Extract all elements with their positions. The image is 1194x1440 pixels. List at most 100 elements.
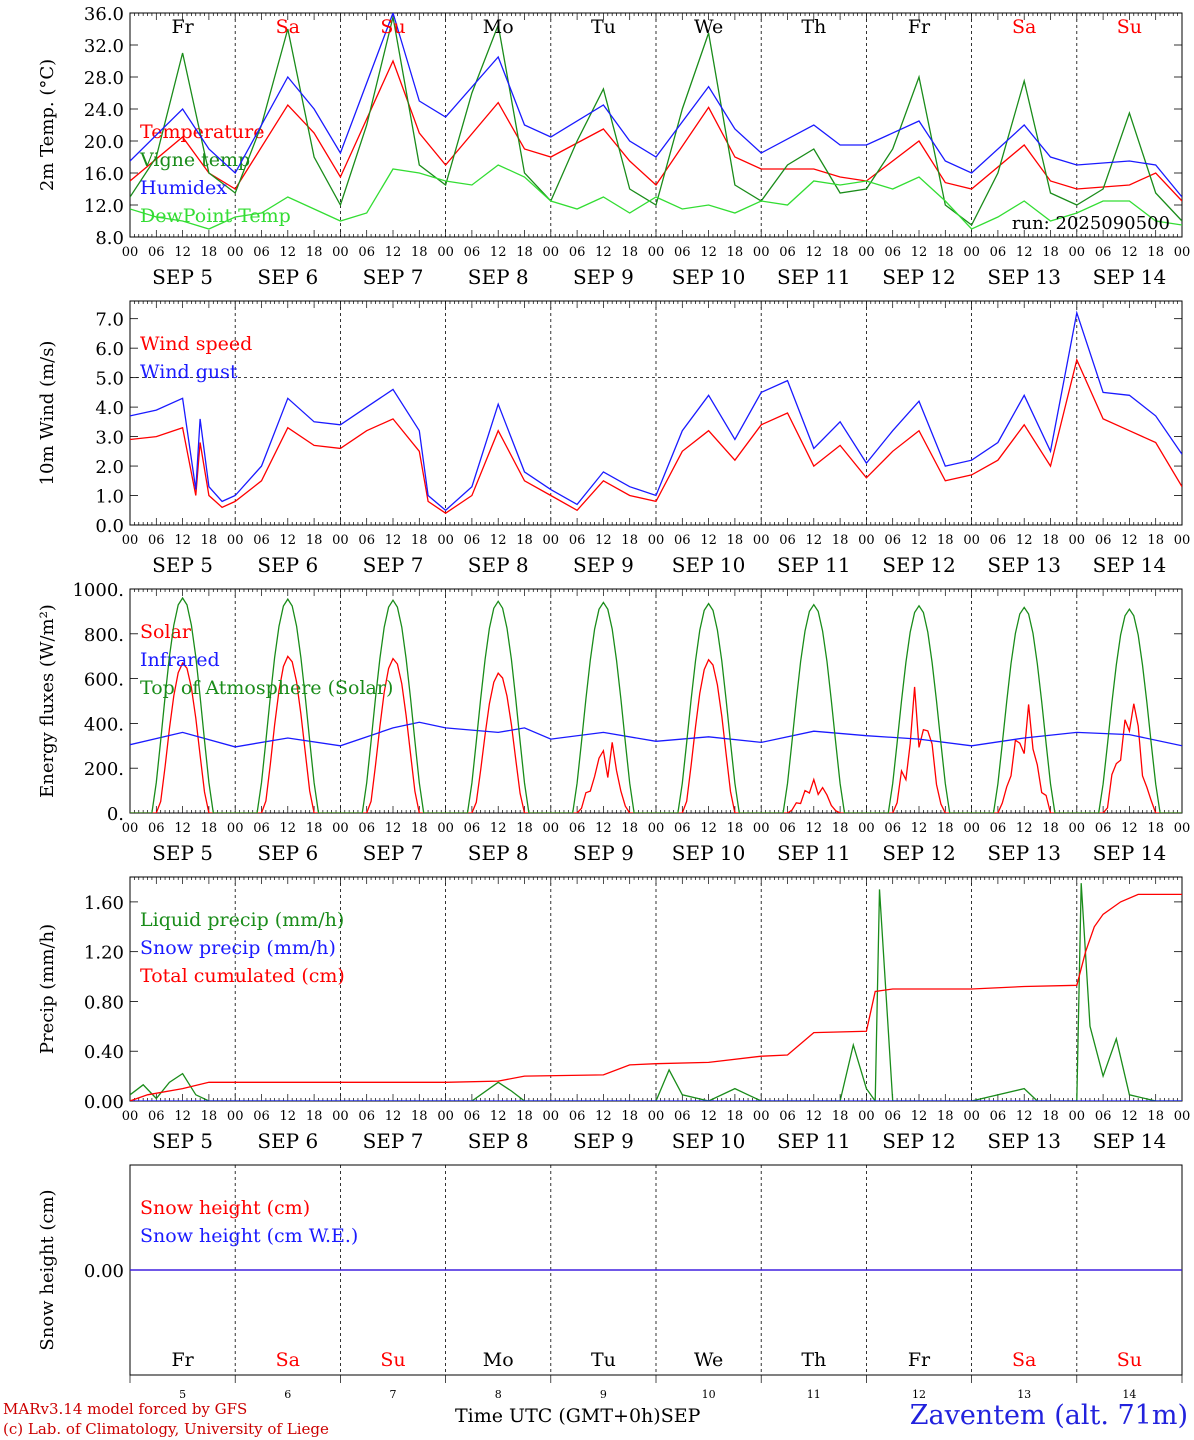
hour-tick-label: 00 <box>332 821 349 836</box>
hour-tick-label: 00 <box>1174 821 1191 836</box>
hour-tick-label: 00 <box>648 1109 665 1124</box>
date-label: SEP 6 <box>257 1129 318 1153</box>
y-tick-label: 0.00 <box>84 1092 124 1113</box>
hour-tick-label: 18 <box>1147 245 1164 260</box>
series-line-dewpoint-temp <box>130 164 1182 230</box>
hour-tick-label: 06 <box>464 533 481 548</box>
hour-tick-label: 00 <box>227 821 244 836</box>
date-label: SEP 13 <box>987 841 1061 865</box>
hour-tick-label: 00 <box>437 821 454 836</box>
hour-tick-label: 06 <box>990 821 1007 836</box>
hour-tick-label: 00 <box>437 245 454 260</box>
hour-tick-label: 00 <box>753 533 770 548</box>
weekday-label: Th <box>801 1349 826 1371</box>
date-label: SEP 7 <box>363 841 424 865</box>
date-label: SEP 5 <box>152 1129 213 1153</box>
hour-tick-label: 18 <box>621 245 638 260</box>
hour-tick-label: 12 <box>911 821 928 836</box>
y-tick-label: 1000. <box>72 580 124 601</box>
hour-tick-label: 00 <box>648 821 665 836</box>
hour-tick-label: 12 <box>280 533 297 548</box>
hour-tick-label: 00 <box>543 245 560 260</box>
date-label: SEP 7 <box>363 553 424 577</box>
hour-tick-label: 12 <box>385 1109 402 1124</box>
day-number-label: 7 <box>390 1388 397 1401</box>
y-tick-label: 2.0 <box>95 457 124 478</box>
panel-4: 00 06 12 18 00 06 12 18 00 06 12 18 00 06 12 18 00 06 12 18… <box>37 876 1190 1153</box>
date-label: SEP 14 <box>1093 553 1167 577</box>
lab-credit: (c) Lab. of Climatology, University of L… <box>3 1420 329 1438</box>
day-number-label: 12 <box>912 1388 926 1401</box>
hour-tick-label: 12 <box>1016 533 1033 548</box>
date-label: SEP 12 <box>882 553 956 577</box>
day-number-label: 11 <box>807 1388 821 1401</box>
hour-tick-label: 00 <box>437 1109 454 1124</box>
hour-tick-label: 18 <box>1042 245 1059 260</box>
hour-tick-label: 00 <box>753 245 770 260</box>
hour-tick-label: 18 <box>832 1109 849 1124</box>
series-line-vigne-temp <box>130 16 1182 226</box>
hour-tick-label: 12 <box>911 1109 928 1124</box>
weekday-label: Sa <box>276 16 300 38</box>
hour-tick-label: 00 <box>858 1109 875 1124</box>
hour-tick-label: 12 <box>385 245 402 260</box>
series-line-top-of-atmosphere-solar <box>130 596 1182 813</box>
hour-tick-label: 18 <box>1042 1109 1059 1124</box>
hour-tick-label: 06 <box>358 533 375 548</box>
hour-tick-label: 18 <box>937 533 954 548</box>
hour-tick-label: 00 <box>648 245 665 260</box>
hour-tick-label: 18 <box>411 533 428 548</box>
hour-tick-label: 00 <box>1069 1109 1086 1124</box>
series-line-total-cumulated-cm <box>130 893 1182 1101</box>
plot-frame <box>129 588 1183 814</box>
hour-tick-label: 06 <box>148 245 165 260</box>
date-label: SEP 8 <box>468 1129 529 1153</box>
hour-tick-label: 18 <box>516 1109 533 1124</box>
hour-tick-label: 06 <box>779 1109 796 1124</box>
hour-tick-label: 12 <box>1121 1109 1138 1124</box>
hour-tick-label: 00 <box>963 821 980 836</box>
day-number-label: 8 <box>495 1388 502 1401</box>
hour-tick-label: 06 <box>358 1109 375 1124</box>
hour-tick-label: 06 <box>884 1109 901 1124</box>
y-tick-label: 0. <box>107 804 124 825</box>
hour-tick-label: 00 <box>648 533 665 548</box>
hour-tick-label: 12 <box>700 245 717 260</box>
y-tick-label: 4.0 <box>95 398 124 419</box>
plot-frame <box>129 300 1183 526</box>
hour-tick-label: 06 <box>253 245 270 260</box>
hour-tick-label: 12 <box>490 245 507 260</box>
date-label: SEP 13 <box>987 553 1061 577</box>
y-tick-label: 0.00 <box>84 1261 124 1282</box>
hour-tick-label: 18 <box>621 821 638 836</box>
hour-tick-label: 06 <box>884 245 901 260</box>
hour-tick-label: 06 <box>674 1109 691 1124</box>
weekday-label: Fr <box>908 1349 931 1371</box>
hour-tick-label: 06 <box>779 245 796 260</box>
series-line-liquid-precip-mm-h <box>130 883 1182 1101</box>
hour-tick-label: 00 <box>122 533 139 548</box>
legend-entry: Top of Atmosphere (Solar) <box>140 677 393 699</box>
hour-tick-label: 12 <box>1121 821 1138 836</box>
hour-tick-label: 00 <box>227 245 244 260</box>
weekday-label: We <box>694 16 723 38</box>
hour-tick-label: 00 <box>122 245 139 260</box>
hour-tick-label: 12 <box>1016 821 1033 836</box>
hour-tick-label: 00 <box>122 1109 139 1124</box>
weekday-label: Fr <box>171 1349 194 1371</box>
date-label: SEP 12 <box>882 265 956 289</box>
hour-tick-label: 18 <box>1042 533 1059 548</box>
date-label: SEP 8 <box>468 841 529 865</box>
date-label: SEP 6 <box>257 553 318 577</box>
hour-tick-label: 18 <box>411 821 428 836</box>
hour-tick-label: 06 <box>569 821 586 836</box>
series-line-wind-gust <box>130 310 1182 512</box>
date-label: SEP 11 <box>777 265 851 289</box>
hour-tick-label: 18 <box>832 821 849 836</box>
weekday-label: Fr <box>171 16 194 38</box>
hour-tick-label: 18 <box>832 533 849 548</box>
hour-tick-label: 12 <box>385 821 402 836</box>
hour-tick-label: 06 <box>253 821 270 836</box>
hour-tick-label: 06 <box>779 533 796 548</box>
y-tick-label: 0.0 <box>95 516 124 537</box>
